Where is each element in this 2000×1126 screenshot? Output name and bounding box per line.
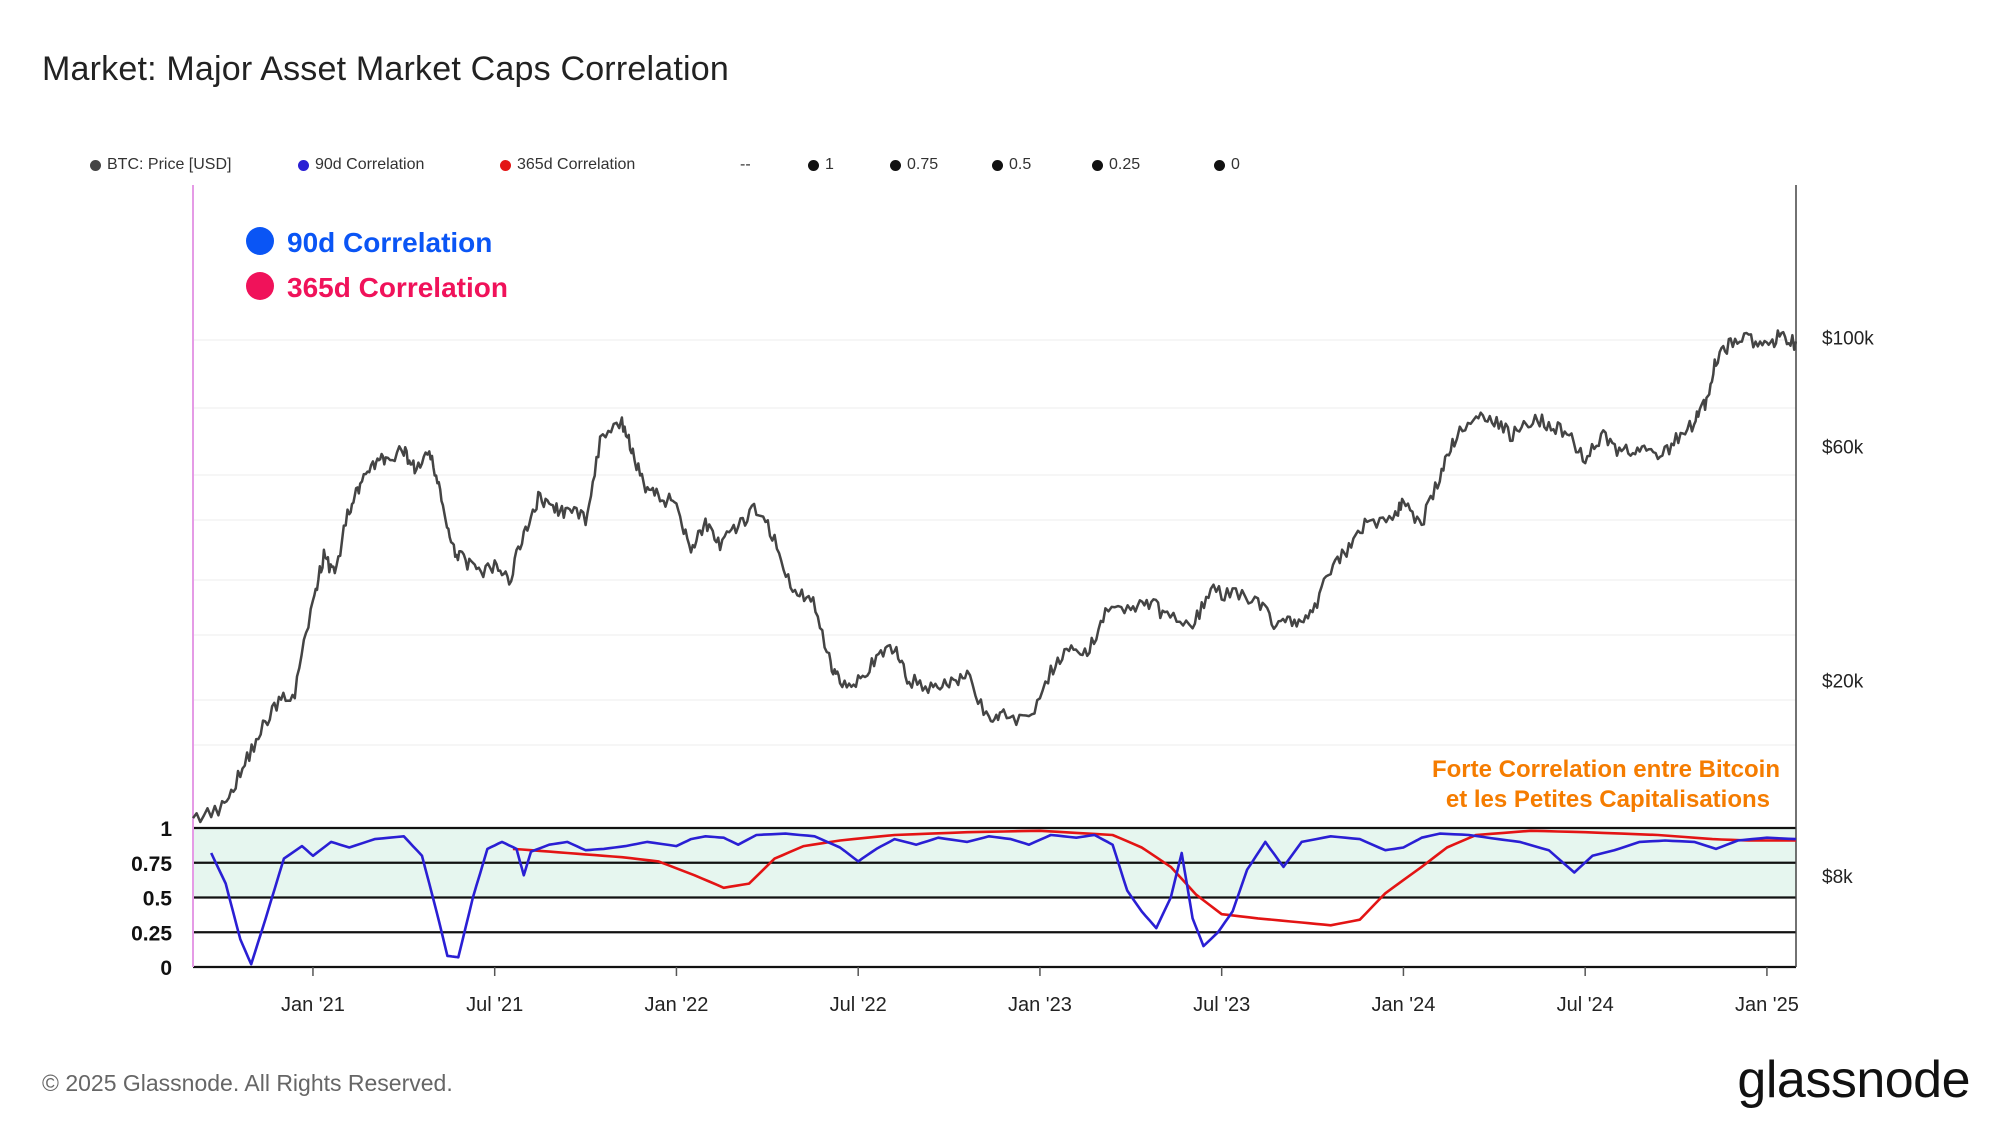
corr-90d-line[interactable] [210,832,1797,966]
left-tick-label: 1 [160,818,172,841]
correlation-level-lines [193,826,1796,969]
overlay-legend-90d-icon [246,227,274,255]
annotation: Forte Correlation entre Bitcoin et les P… [1432,756,1780,813]
annotation-line-1: Forte Correlation entre Bitcoin [1432,756,1780,783]
right-axis-ticks: $100k $60k $20k $8k [1822,329,1874,889]
legend-item-btc-price[interactable]: BTC: Price [USD] [90,156,231,174]
legend-label: 0 [1231,156,1240,173]
chart-title: Market: Major Asset Market Caps Correlat… [42,50,729,88]
overlay-legend-365d-label: 365d Correlation [287,272,508,303]
overlay-legend: 90d Correlation 365d Correlation [246,227,508,303]
right-tick-label: $8k [1822,867,1853,888]
x-axis-ticks: Jan '21 Jul '21 Jan '22 Jul '22 Jan '23 Jul '… [281,967,1799,1016]
legend-dot-90d-icon [298,159,309,171]
legend-item-dash[interactable]: -- [740,156,751,174]
legend-item-level-0[interactable]: 0 [1214,156,1240,174]
annotation-line-2: et les Petites Capitalisations [1446,786,1770,813]
legend-label: -- [740,156,751,173]
legend-dot-level-icon [1092,159,1103,171]
right-tick-label: $20k [1822,672,1864,693]
x-tick-label: Jul '24 [1557,994,1614,1016]
left-tick-label: 0.5 [143,888,173,911]
btc-price-line[interactable] [192,329,1797,824]
overlay-legend-90d-label: 90d Correlation [287,227,492,258]
left-tick-label: 0.25 [131,922,172,945]
legend-label: BTC: Price [USD] [107,156,232,173]
corr-365d-line[interactable] [512,829,1796,927]
legend-label: 1 [825,156,834,173]
x-tick-label: Jul '23 [1193,994,1250,1016]
x-tick-label: Jul '22 [830,994,887,1016]
legend-label: 0.5 [1009,156,1032,173]
legend-item-level-075[interactable]: 0.75 [890,156,938,174]
legend-dot-btc-icon [90,159,101,171]
x-tick-label: Jul '21 [466,994,523,1016]
x-tick-label: Jan '24 [1371,994,1435,1016]
legend-label: 0.25 [1109,156,1141,173]
legend-label: 0.75 [907,156,939,173]
x-tick-label: Jan '22 [645,994,709,1016]
legend-item-level-05[interactable]: 0.5 [992,156,1031,174]
brand-logo: glassnode [1737,1051,1970,1109]
legend-dot-level-icon [1214,159,1225,171]
legend-item-level-025[interactable]: 0.25 [1092,156,1140,174]
legend-dot-level-icon [890,159,901,171]
left-axis-ticks: 1 0.75 0.5 0.25 0 [131,818,172,980]
legend-dot-level-icon [808,159,819,171]
x-tick-label: Jan '25 [1735,994,1799,1016]
price-gridlines [193,339,1796,746]
right-tick-label: $60k [1822,437,1864,458]
right-tick-label: $100k [1822,329,1874,350]
left-tick-label: 0.75 [131,853,172,876]
legend-label: 365d Correlation [517,156,636,173]
legend-item-365d[interactable]: 365d Correlation [500,156,635,174]
overlay-legend-365d-icon [246,272,274,300]
legend-dot-365d-icon [500,159,511,171]
legend-item-level-1[interactable]: 1 [808,156,834,174]
legend-item-90d[interactable]: 90d Correlation [298,156,424,174]
legend-label: 90d Correlation [315,156,425,173]
left-tick-label: 0 [160,957,172,980]
x-tick-label: Jan '23 [1008,994,1072,1016]
x-tick-label: Jan '21 [281,994,345,1016]
legend-dot-level-icon [992,159,1003,171]
footer-copyright: © 2025 Glassnode. All Rights Reserved. [42,1070,453,1096]
